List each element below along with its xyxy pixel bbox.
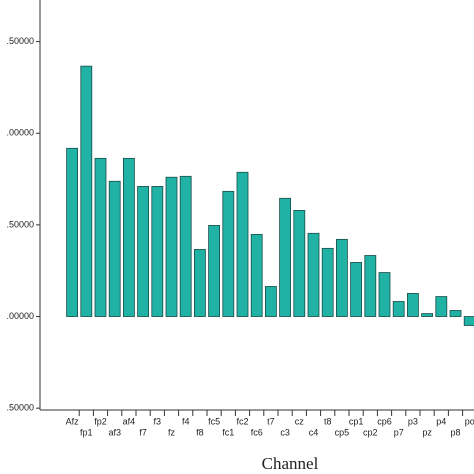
bar — [463, 316, 474, 326]
bar — [293, 210, 306, 317]
x-tick-label: cp6 — [377, 416, 392, 426]
y-tick-label: .50000 — [6, 36, 34, 46]
x-tick-label: cz — [295, 416, 305, 426]
bar — [179, 175, 192, 317]
x-tick-label: fz — [168, 427, 176, 437]
bar — [421, 313, 434, 317]
bar — [80, 65, 93, 317]
x-tick-label: cp1 — [349, 416, 364, 426]
x-tick-label: c3 — [280, 427, 290, 437]
bar — [264, 286, 277, 317]
x-tick-label: f8 — [196, 427, 204, 437]
bar — [279, 197, 292, 317]
x-tick-label: af3 — [108, 427, 121, 437]
x-tick-label: fp2 — [94, 416, 107, 426]
bar — [449, 310, 462, 317]
x-tick-label: fp1 — [80, 427, 93, 437]
bar — [94, 157, 107, 317]
y-tick-label: .50000 — [6, 403, 34, 413]
bar — [137, 185, 150, 317]
bar — [108, 180, 121, 317]
x-tick-label: cp2 — [363, 427, 378, 437]
x-tick-label: t7 — [267, 416, 275, 426]
bar — [193, 249, 206, 317]
bar — [406, 293, 419, 317]
bar — [66, 147, 78, 317]
x-tick-label: f7 — [139, 427, 147, 437]
x-tick-label: fc6 — [251, 427, 263, 437]
bar — [335, 238, 348, 317]
x-tick-label: f3 — [154, 416, 162, 426]
x-tick-label: p7 — [394, 427, 404, 437]
bar — [208, 225, 221, 317]
x-tick-label: cp5 — [335, 427, 350, 437]
bar — [123, 157, 135, 317]
x-tick-label: pz — [422, 427, 432, 437]
x-tick-label: p3 — [408, 416, 418, 426]
x-tick-label: c4 — [309, 427, 319, 437]
x-tick-label: po — [465, 416, 474, 426]
bar — [364, 255, 377, 317]
x-tick-label: Afz — [66, 416, 80, 426]
bar — [307, 232, 320, 317]
y-tick-label: .00000 — [6, 128, 34, 138]
x-tick-label: p4 — [436, 416, 446, 426]
bar — [151, 185, 164, 317]
bar — [236, 171, 249, 317]
y-tick-label: .50000 — [6, 219, 34, 229]
x-tick-label: fc2 — [236, 416, 248, 426]
bar — [250, 234, 263, 317]
y-tick-label: .00000 — [6, 311, 34, 321]
x-tick-label: af4 — [123, 416, 136, 426]
x-tick-label: fc5 — [208, 416, 220, 426]
bar — [321, 247, 334, 317]
x-axis-label: Channel — [262, 454, 319, 473]
x-tick-label: fc1 — [222, 427, 234, 437]
bar — [378, 272, 391, 317]
x-tick-label: t8 — [324, 416, 332, 426]
bar — [222, 190, 235, 317]
bar — [392, 301, 405, 317]
x-tick-label: f4 — [182, 416, 190, 426]
x-tick-label: p8 — [450, 427, 460, 437]
bar — [165, 176, 178, 317]
bar — [435, 296, 448, 317]
bar — [350, 262, 363, 317]
